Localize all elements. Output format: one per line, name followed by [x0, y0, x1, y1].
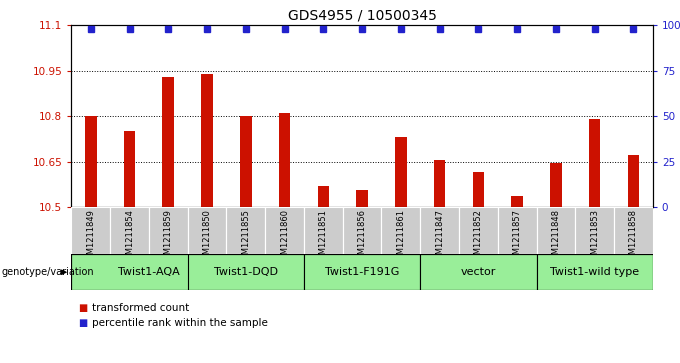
Text: GSM1211855: GSM1211855 [241, 209, 250, 265]
Bar [459, 207, 498, 254]
Text: GSM1211856: GSM1211856 [358, 209, 367, 265]
Bar [71, 207, 110, 254]
Text: GSM1211854: GSM1211854 [125, 209, 134, 265]
Bar [614, 207, 653, 254]
Text: vector: vector [460, 267, 496, 277]
Bar [240, 116, 252, 207]
Bar [511, 196, 523, 207]
Bar [395, 137, 407, 207]
Bar [473, 172, 484, 207]
Text: GSM1211849: GSM1211849 [86, 209, 95, 265]
Bar [304, 207, 343, 254]
Text: GSM1211860: GSM1211860 [280, 209, 289, 265]
Title: GDS4955 / 10500345: GDS4955 / 10500345 [288, 9, 437, 23]
Bar [188, 207, 226, 254]
Bar [420, 207, 459, 254]
Text: transformed count: transformed count [92, 303, 189, 313]
Text: GSM1211857: GSM1211857 [513, 209, 522, 265]
Text: GSM1211852: GSM1211852 [474, 209, 483, 265]
Bar [188, 254, 304, 290]
Text: Twist1-F191G: Twist1-F191G [325, 267, 399, 277]
Text: GSM1211850: GSM1211850 [203, 209, 211, 265]
Text: Twist1-wild type: Twist1-wild type [550, 267, 639, 277]
Bar [537, 207, 575, 254]
Bar [628, 155, 639, 207]
Bar [498, 207, 537, 254]
Bar [226, 207, 265, 254]
Text: Twist1-AQA: Twist1-AQA [118, 267, 180, 277]
Bar [201, 74, 213, 207]
Bar [124, 131, 135, 207]
Bar [343, 207, 381, 254]
Text: GSM1211851: GSM1211851 [319, 209, 328, 265]
Bar [71, 254, 226, 290]
Bar [163, 77, 174, 207]
Bar [589, 119, 600, 207]
Bar [434, 160, 445, 207]
Bar [304, 254, 420, 290]
Text: GSM1211847: GSM1211847 [435, 209, 444, 265]
Text: percentile rank within the sample: percentile rank within the sample [92, 318, 268, 328]
Bar [279, 113, 290, 207]
Bar [575, 207, 614, 254]
Text: GSM1211853: GSM1211853 [590, 209, 599, 265]
Bar [356, 190, 368, 207]
Bar [420, 254, 537, 290]
Bar [550, 163, 562, 207]
Bar [318, 186, 329, 207]
Bar [381, 207, 420, 254]
Bar [537, 254, 653, 290]
Bar [265, 207, 304, 254]
Bar [110, 207, 149, 254]
Text: Twist1-DQD: Twist1-DQD [214, 267, 278, 277]
Bar [85, 116, 97, 207]
Text: GSM1211848: GSM1211848 [551, 209, 560, 265]
Text: ■: ■ [78, 303, 88, 313]
Text: GSM1211859: GSM1211859 [164, 209, 173, 265]
Bar [149, 207, 188, 254]
Text: GSM1211858: GSM1211858 [629, 209, 638, 265]
Text: genotype/variation: genotype/variation [1, 267, 94, 277]
Text: GSM1211861: GSM1211861 [396, 209, 405, 265]
Text: ■: ■ [78, 318, 88, 328]
